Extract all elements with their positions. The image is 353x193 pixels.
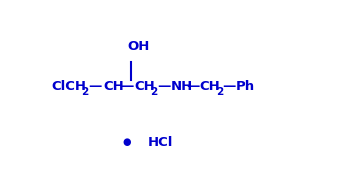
Text: ClCH: ClCH	[51, 80, 86, 93]
Text: —: —	[89, 80, 102, 93]
Text: HCl: HCl	[148, 135, 173, 149]
Text: NH: NH	[171, 80, 193, 93]
Text: ●: ●	[122, 137, 131, 147]
Text: 2: 2	[81, 87, 89, 97]
Text: CH: CH	[104, 80, 125, 93]
Text: —: —	[120, 80, 133, 93]
Text: —: —	[222, 80, 236, 93]
Text: —: —	[186, 80, 200, 93]
Text: OH: OH	[127, 40, 150, 53]
Text: —: —	[157, 80, 170, 93]
Text: 2: 2	[150, 87, 157, 97]
Text: Ph: Ph	[236, 80, 255, 93]
Text: CH: CH	[199, 80, 220, 93]
Text: 2: 2	[216, 87, 223, 97]
Text: CH: CH	[134, 80, 155, 93]
